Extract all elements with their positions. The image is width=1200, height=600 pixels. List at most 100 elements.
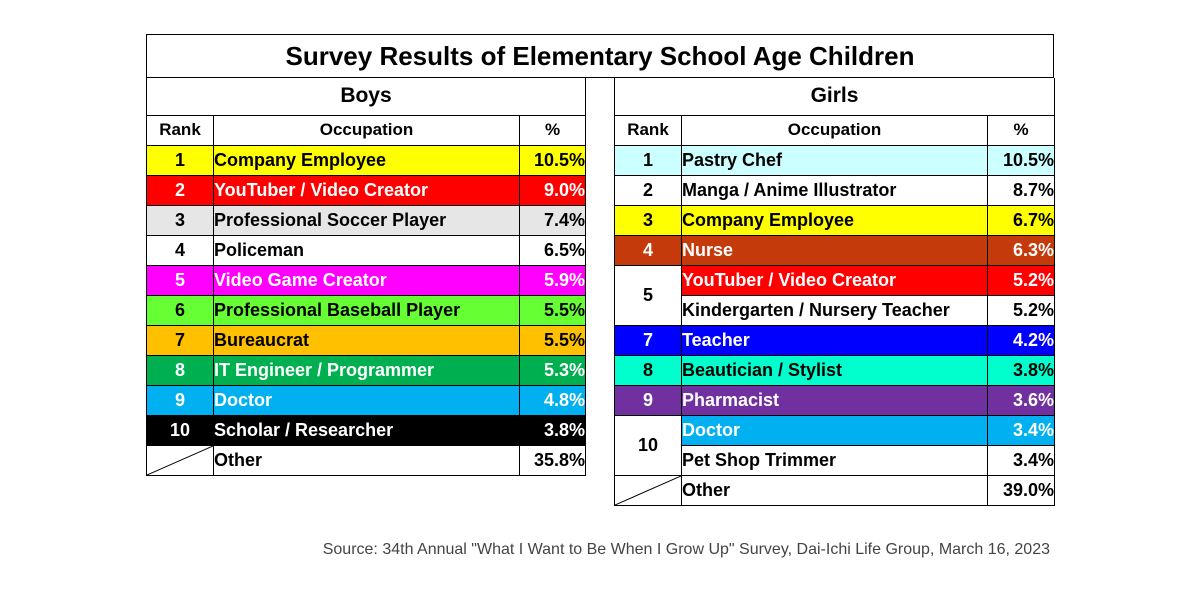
girls-pct-cell: 3.8% (987, 354, 1055, 386)
boys-rank-cell: 9 (146, 384, 214, 416)
girls-occupation-cell: Company Employee (681, 204, 988, 236)
girls-pct-cell: 4.2% (987, 324, 1055, 356)
girls-occupation-header: Occupation (681, 114, 988, 146)
boys-pct-cell: 5.5% (519, 294, 586, 326)
girls-rank-cell: 4 (614, 234, 682, 266)
boys-pct-cell: 5.5% (519, 324, 586, 356)
girls-rank-cell: 2 (614, 174, 682, 206)
girls-occupation-cell: Kindergarten / Nursery Teacher (681, 294, 988, 326)
girls-pct-cell: 5.2% (987, 294, 1055, 326)
girls-rank-header: Rank (614, 114, 682, 146)
boys-occupation-cell: Scholar / Researcher (213, 414, 520, 446)
girls-rank-cell: 9 (614, 384, 682, 416)
boys-rank-cell: 2 (146, 174, 214, 206)
boys-occupation-cell: IT Engineer / Programmer (213, 354, 520, 386)
girls-occupation-cell: Doctor (681, 414, 988, 446)
boys-other-pct: 35.8% (519, 444, 586, 476)
girls-rank-cell: 8 (614, 354, 682, 386)
boys-occupation-cell: Professional Soccer Player (213, 204, 520, 236)
boys-pct-cell: 6.5% (519, 234, 586, 266)
boys-occupation-cell: Bureaucrat (213, 324, 520, 356)
girls-other-pct: 39.0% (987, 474, 1055, 506)
boys-pct-cell: 9.0% (519, 174, 586, 206)
boys-pct-cell: 10.5% (519, 144, 586, 176)
chart-title: Survey Results of Elementary School Age … (146, 34, 1054, 78)
boys-rank-cell: 1 (146, 144, 214, 176)
table-row: 7 Bureaucrat 5.5% (146, 324, 586, 356)
girls-heading: Girls (614, 78, 1055, 116)
boys-other-label: Other (213, 444, 520, 476)
table-row-other: Other 39.0% (614, 474, 1055, 506)
girls-occupation-cell: Teacher (681, 324, 988, 356)
boys-occupation-cell: Policeman (213, 234, 520, 266)
boys-occupation-header: Occupation (213, 114, 520, 146)
boys-pct-cell: 3.8% (519, 414, 586, 446)
boys-occupation-cell: Doctor (213, 384, 520, 416)
boys-pct-cell: 7.4% (519, 204, 586, 236)
table-row: 3 Professional Soccer Player 7.4% (146, 204, 586, 236)
girls-occupation-cell: Pastry Chef (681, 144, 988, 176)
girls-pct-cell: 3.4% (987, 414, 1055, 446)
girls-other-label: Other (681, 474, 988, 506)
girls-rank-cell: 7 (614, 324, 682, 356)
girls-rank-cell: 1 (614, 144, 682, 176)
table-row: 10 Doctor 3.4% (614, 414, 1055, 476)
girls-pct-cell: 5.2% (987, 264, 1055, 296)
girls-pct-cell: 6.7% (987, 204, 1055, 236)
table-row: 2 YouTuber / Video Creator 9.0% (146, 174, 586, 206)
girls-pct-header: % (987, 114, 1055, 146)
table-row: 4 Policeman 6.5% (146, 234, 586, 266)
girls-pct-cell: 3.6% (987, 384, 1055, 416)
boys-rank-cell: 4 (146, 234, 214, 266)
boys-pct-cell: 4.8% (519, 384, 586, 416)
table-row: 5 YouTuber / Video Creator 5.2% (614, 264, 1055, 326)
table-row: 9 Pharmacist 3.6% (614, 384, 1055, 416)
girls-rank-cell: 3 (614, 204, 682, 236)
boys-rank-cell: 3 (146, 204, 214, 236)
girls-occupation-cell: Nurse (681, 234, 988, 266)
diagonal-slash (147, 445, 213, 475)
table-row: 5 Video Game Creator 5.9% (146, 264, 586, 296)
girls-rank-cell: 10 (614, 414, 682, 476)
boys-occupation-cell: Video Game Creator (213, 264, 520, 296)
table-row: 1 Pastry Chef 10.5% (614, 144, 1055, 176)
boys-other-rank-cell (146, 444, 214, 476)
boys-rank-cell: 10 (146, 414, 214, 446)
boys-pct-cell: 5.3% (519, 354, 586, 386)
girls-occupation-cell: Beautician / Stylist (681, 354, 988, 386)
girls-occupation-cell: Pet Shop Trimmer (681, 444, 988, 476)
table-row: 8 Beautician / Stylist 3.8% (614, 354, 1055, 386)
table-row-other: Other 35.8% (146, 444, 586, 476)
table-row: 7 Teacher 4.2% (614, 324, 1055, 356)
girls-other-rank-cell (614, 474, 682, 506)
boys-pct-cell: 5.9% (519, 264, 586, 296)
source-note: Source: 34th Annual "What I Want to Be W… (322, 541, 1050, 558)
table-row: Kindergarten / Nursery Teacher 5.2% (615, 294, 1055, 326)
girls-occupation-cell: Manga / Anime Illustrator (681, 174, 988, 206)
girls-pct-cell: 8.7% (987, 174, 1055, 206)
boys-table: Boys Rank Occupation % 1 Company Employee… (146, 78, 586, 476)
girls-pct-cell: 6.3% (987, 234, 1055, 266)
table-row: 8 IT Engineer / Programmer 5.3% (146, 354, 586, 386)
boys-occupation-cell: Company Employee (213, 144, 520, 176)
boys-occupation-cell: YouTuber / Video Creator (213, 174, 520, 206)
boys-heading: Boys (146, 78, 586, 116)
girls-occupation-cell: Pharmacist (681, 384, 988, 416)
table-row: 10 Scholar / Researcher 3.8% (146, 414, 586, 446)
girls-pct-cell: 3.4% (987, 444, 1055, 476)
girls-rank-cell: 5 (614, 264, 682, 326)
boys-occupation-cell: Professional Baseball Player (213, 294, 520, 326)
boys-rank-cell: 6 (146, 294, 214, 326)
boys-rank-cell: 7 (146, 324, 214, 356)
table-row: 3 Company Employee 6.7% (614, 204, 1055, 236)
table-row: 6 Professional Baseball Player 5.5% (146, 294, 586, 326)
table-row: 1 Company Employee 10.5% (146, 144, 586, 176)
diagonal-slash (615, 475, 681, 505)
girls-table: Girls Rank Occupation % 1 Pastry Chef 10.5… (614, 78, 1055, 506)
boys-rank-header: Rank (146, 114, 214, 146)
boys-rank-cell: 8 (146, 354, 214, 386)
girls-pct-cell: 10.5% (987, 144, 1055, 176)
table-row: 2 Manga / Anime Illustrator 8.7% (614, 174, 1055, 206)
table-row: 9 Doctor 4.8% (146, 384, 586, 416)
table-row: 4 Nurse 6.3% (614, 234, 1055, 266)
